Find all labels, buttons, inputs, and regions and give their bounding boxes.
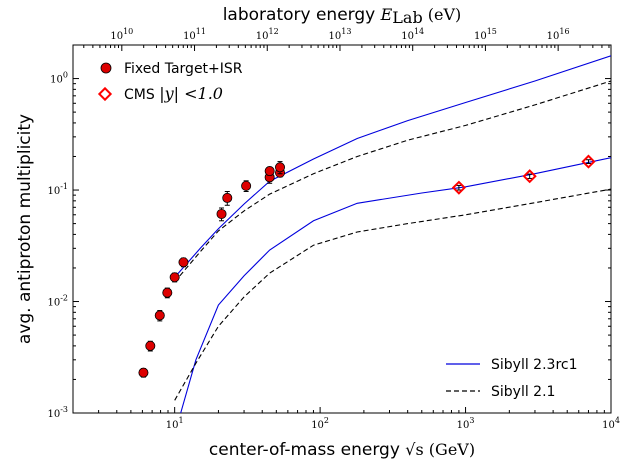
axis-ticks bbox=[72, 44, 612, 414]
x-tick-label: 104 bbox=[602, 416, 620, 431]
series-line-sibyll-2-1 bbox=[174, 80, 611, 283]
model-curves bbox=[172, 55, 611, 413]
data-point-fixed-target bbox=[275, 162, 286, 173]
top-tick-label: 1015 bbox=[474, 27, 497, 42]
axis-tick-labels: 101 102 103 104 10-3 10-2 10-1 100 1010 1011 1012 1… bbox=[47, 27, 619, 431]
top-tick-label: 1013 bbox=[329, 27, 352, 42]
data-point-fixed-target bbox=[154, 310, 165, 321]
legend-label-cms: CMS |y| <1.0 bbox=[124, 84, 223, 103]
y-tick-label: 10-2 bbox=[47, 294, 68, 309]
data-point-fixed-target bbox=[169, 272, 180, 283]
legend-bottom-right: Sibyll 2.3rc1 Sibyll 2.1 bbox=[446, 357, 578, 400]
data-point-fixed-target bbox=[241, 180, 252, 191]
legend-label-fixed-target: Fixed Target+ISR bbox=[124, 61, 243, 77]
data-point-fixed-target bbox=[145, 340, 156, 351]
top-axis-title: laboratory energy ELab (eV) bbox=[223, 5, 462, 27]
legend-label-cms-text: CMS bbox=[124, 87, 159, 103]
y-tick-label: 10-3 bbox=[47, 405, 68, 420]
data-point-cms bbox=[581, 154, 596, 169]
x-axis-title-text: center-of-mass energy bbox=[209, 440, 405, 460]
data-point-cms bbox=[451, 180, 466, 195]
y-axis-title: avg. antiproton multiplicity bbox=[15, 114, 35, 344]
top-tick-label: 1012 bbox=[256, 27, 279, 42]
data-point-fixed-target bbox=[138, 367, 149, 378]
y-tick-label: 100 bbox=[50, 71, 68, 86]
x-axis-title-math: √s (GeV) bbox=[405, 440, 475, 459]
top-tick-label: 1014 bbox=[401, 27, 424, 42]
top-tick-label: 1016 bbox=[547, 27, 570, 42]
x-tick-label: 101 bbox=[166, 416, 184, 431]
x-tick-label: 102 bbox=[311, 416, 329, 431]
x-tick-label: 103 bbox=[457, 416, 475, 431]
legend-marker-fixed-target bbox=[100, 62, 112, 74]
data-point-fixed-target bbox=[264, 166, 275, 177]
series-line-sibyll-2-3rc1 bbox=[180, 157, 611, 413]
data-point-fixed-target bbox=[178, 257, 189, 268]
plot-area bbox=[72, 44, 612, 414]
data-markers bbox=[138, 154, 596, 378]
series-line-sibyll-2-1 bbox=[174, 188, 611, 401]
data-point-cms bbox=[522, 169, 537, 184]
legend-label-sibyll23: Sibyll 2.3rc1 bbox=[491, 357, 578, 373]
data-point-fixed-target bbox=[216, 208, 227, 219]
top-axis-title-unit: (eV) bbox=[423, 5, 462, 24]
data-point-fixed-target bbox=[222, 192, 233, 203]
top-axis-title-math: E bbox=[380, 5, 393, 24]
x-axis-title: center-of-mass energy √s (GeV) bbox=[209, 440, 475, 460]
data-point-fixed-target bbox=[162, 287, 173, 298]
legend-label-cms-math: |y| <1.0 bbox=[159, 84, 223, 103]
top-axis-title-sub: Lab bbox=[392, 8, 422, 27]
top-axis-title-text: laboratory energy bbox=[223, 5, 381, 25]
legend-label-sibyll21: Sibyll 2.1 bbox=[491, 384, 555, 400]
legend-top-left: Fixed Target+ISR CMS |y| <1.0 bbox=[97, 61, 243, 103]
series-line-sibyll-2-3rc1 bbox=[172, 55, 611, 280]
top-tick-label: 1011 bbox=[183, 27, 206, 42]
top-tick-label: 1010 bbox=[110, 27, 133, 42]
y-tick-label: 10-1 bbox=[47, 182, 68, 197]
legend-marker-cms bbox=[97, 86, 113, 102]
